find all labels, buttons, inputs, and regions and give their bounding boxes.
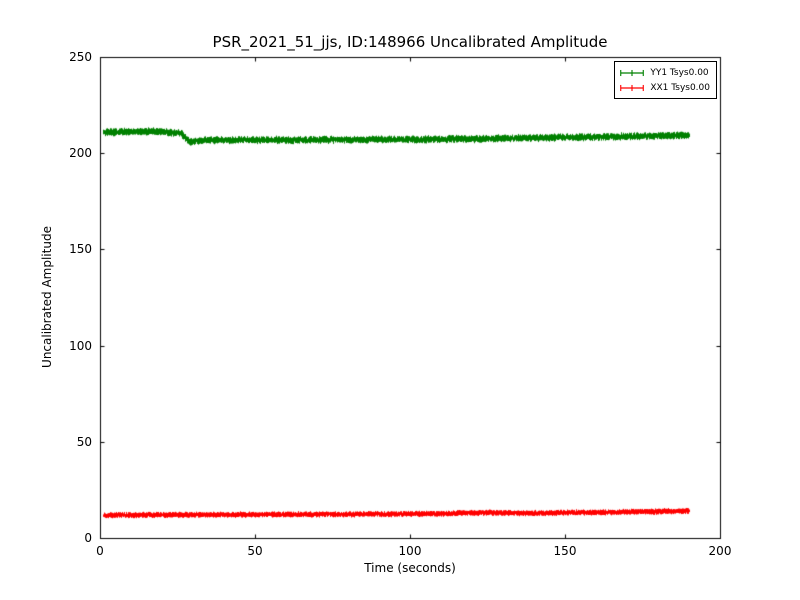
y-tick-label: 100 xyxy=(69,339,92,353)
y-tick-label: 150 xyxy=(69,242,92,256)
legend-item-yy1: YY1 Tsys0.00 xyxy=(619,65,710,80)
legend: YY1 Tsys0.00 XX1 Tsys0.00 xyxy=(614,61,717,99)
errorbar-marker-green-icon xyxy=(620,69,645,76)
y-tick-label: 0 xyxy=(84,531,92,545)
x-tick-label: 200 xyxy=(708,544,732,558)
legend-label-yy1: YY1 Tsys0.00 xyxy=(650,67,709,78)
y-tick-label: 50 xyxy=(76,435,92,449)
legend-label-xx1: XX1 Tsys0.00 xyxy=(650,82,710,93)
chart-title: PSR_2021_51_jjs, ID:148966 Uncalibrated … xyxy=(212,33,608,51)
x-axis-label: Time (seconds) xyxy=(364,561,456,575)
x-tick-label: 50 xyxy=(247,544,263,558)
x-tick-label: 0 xyxy=(96,544,104,558)
y-tick-label: 200 xyxy=(69,146,92,160)
x-tick-label: 150 xyxy=(553,544,577,558)
x-tick-label: 100 xyxy=(398,544,422,558)
y-axis-label: Uncalibrated Amplitude xyxy=(40,226,54,368)
legend-item-xx1: XX1 Tsys0.00 xyxy=(619,80,710,95)
errorbar-marker-red-icon xyxy=(620,84,645,91)
y-tick-label: 250 xyxy=(69,50,92,64)
